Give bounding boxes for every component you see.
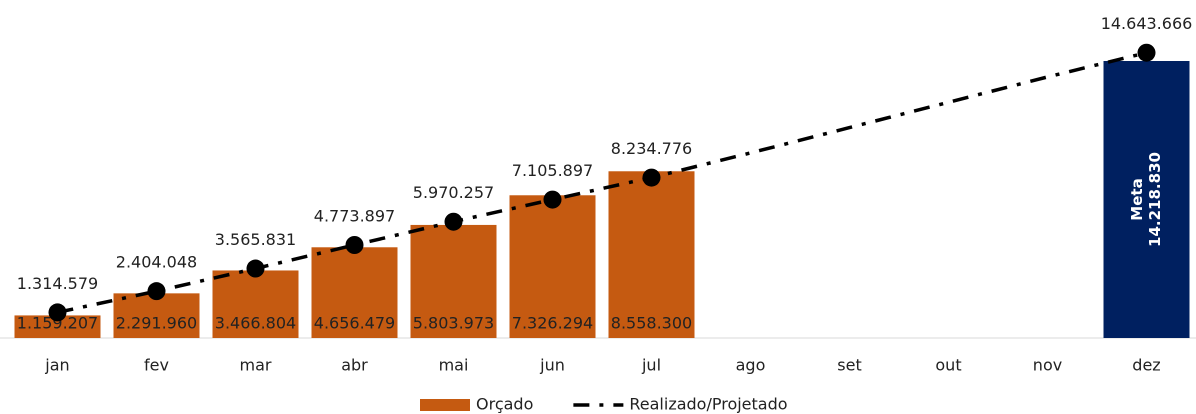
line-value-label: 7.105.897 (512, 161, 593, 180)
line-marker (48, 303, 67, 322)
bar-value-label: 5.803.973 (413, 314, 494, 333)
bar (212, 270, 299, 338)
bar-value-label: 3.466.804 (215, 314, 296, 333)
x-tick-label: nov (1033, 356, 1062, 375)
bar-value-label: 8.558.300 (611, 314, 692, 333)
legend-label: Realizado/Projetado (629, 395, 787, 414)
legend-label: Orçado (476, 395, 533, 414)
x-tick-label: set (837, 356, 861, 375)
x-tick-label: jun (539, 356, 565, 375)
line-marker (543, 190, 562, 209)
line-value-label: 2.404.048 (116, 253, 197, 272)
legend-swatch (420, 399, 470, 411)
target-bar (1103, 60, 1190, 339)
x-tick-label: out (935, 356, 961, 375)
x-tick-label: abr (341, 356, 368, 375)
x-tick-label: jan (44, 356, 69, 375)
line-marker (1137, 43, 1156, 62)
x-tick-label: mar (240, 356, 272, 375)
line-marker (147, 282, 166, 301)
bar-value-label: 1.159.207 (17, 314, 98, 333)
bar-value-label: 4.656.479 (314, 314, 395, 333)
line-marker (246, 259, 265, 278)
x-tick-label: ago (736, 356, 766, 375)
line-marker (444, 212, 463, 231)
bar (509, 195, 596, 338)
line-marker (642, 168, 661, 187)
line-value-label: 5.970.257 (413, 183, 494, 202)
bar-value-label: 2.291.960 (116, 314, 197, 333)
target-label: Meta 14.218.830 (1128, 152, 1164, 247)
bar (608, 171, 695, 338)
line-value-label: 1.314.579 (17, 274, 98, 293)
line-value-label: 3.565.831 (215, 230, 296, 249)
bar (311, 247, 398, 338)
x-tick-label: jul (641, 356, 661, 375)
target-value: 14.218.830 (1146, 152, 1164, 247)
bar-value-label: 7.326.294 (512, 314, 593, 333)
bar (410, 224, 497, 338)
target-name: Meta (1128, 178, 1146, 220)
line (57, 51, 1147, 315)
line-marker (345, 235, 364, 254)
line-value-label: 4.773.897 (314, 206, 395, 225)
x-tick-label: fev (144, 356, 169, 375)
line-value-label: 14.643.666 (1101, 14, 1193, 33)
x-tick-label: mai (439, 356, 469, 375)
bar (113, 293, 200, 338)
line-value-label: 8.234.776 (611, 139, 692, 158)
bar (14, 315, 101, 338)
x-tick-label: dez (1132, 356, 1160, 375)
